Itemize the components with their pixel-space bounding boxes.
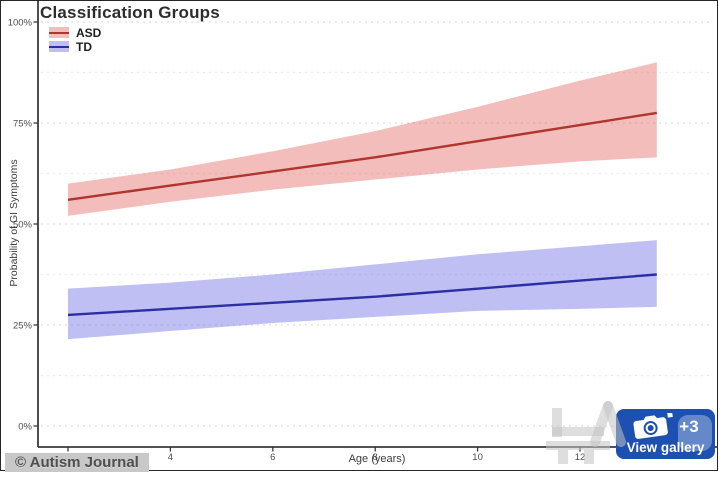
svg-text:8: 8 — [373, 452, 378, 463]
svg-text:0%: 0% — [18, 422, 32, 433]
watermark-fragment — [678, 415, 712, 451]
view-gallery-button[interactable]: +3 View gallery — [616, 409, 715, 459]
svg-text:10: 10 — [472, 452, 483, 463]
credit-badge: © Autism Journal — [5, 453, 149, 472]
legend-item-asd: ASD — [49, 25, 102, 40]
svg-text:50%: 50% — [13, 220, 33, 231]
svg-text:6: 6 — [270, 452, 275, 463]
legend-item-td: TD — [49, 39, 101, 54]
y-axis-label: Probability of GI Symptoms — [8, 159, 20, 287]
legend-label-td: TD — [76, 39, 92, 54]
svg-text:25%: 25% — [13, 321, 33, 332]
legend: ASD TD — [49, 26, 101, 54]
legend-swatch-td — [49, 41, 69, 52]
gallery-button-label: View gallery — [626, 440, 705, 456]
svg-text:75%: 75% — [13, 119, 33, 130]
svg-text:4: 4 — [168, 452, 173, 463]
chart-title: Classification Groups — [40, 3, 220, 22]
svg-text:12: 12 — [575, 452, 586, 463]
svg-text:100%: 100% — [8, 18, 33, 29]
x-axis-label: Age (years) — [348, 453, 406, 465]
camera-icon — [633, 413, 674, 440]
legend-label-asd: ASD — [76, 25, 102, 40]
legend-swatch-asd — [49, 27, 69, 38]
gallery-count-badge: +3 — [679, 416, 699, 436]
